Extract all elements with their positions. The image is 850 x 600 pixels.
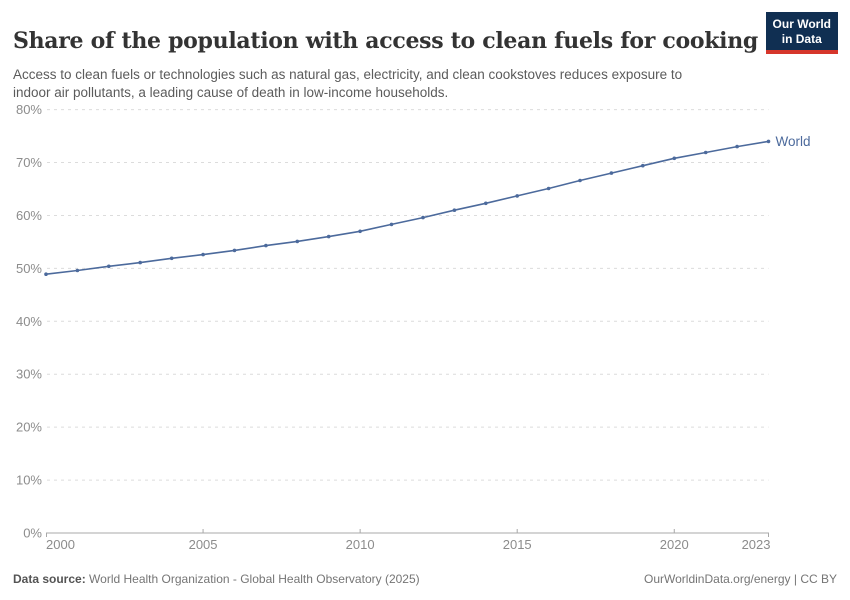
- data-point[interactable]: [138, 260, 142, 265]
- y-axis-tick-label: 50%: [16, 261, 42, 276]
- data-point[interactable]: [389, 222, 394, 227]
- data-point[interactable]: [546, 186, 551, 191]
- data-point[interactable]: [766, 139, 771, 144]
- y-axis-tick-label: 70%: [16, 155, 42, 170]
- series-label-world[interactable]: World: [776, 134, 811, 149]
- y-axis-tick-label: 10%: [16, 473, 42, 488]
- data-point[interactable]: [44, 272, 48, 276]
- data-point[interactable]: [326, 234, 331, 239]
- x-axis-tick-label: 2000: [46, 537, 75, 552]
- data-point[interactable]: [641, 163, 645, 168]
- data-point[interactable]: [264, 243, 268, 248]
- data-point[interactable]: [421, 215, 425, 220]
- x-axis-tick-label: 2023: [742, 537, 771, 552]
- footer: Data source: World Health Organization -…: [13, 572, 837, 586]
- chart-title: Share of the population with access to c…: [13, 27, 758, 54]
- data-point[interactable]: [232, 248, 237, 253]
- chart-subtitle-line2: indoor air pollutants, a leading cause o…: [13, 85, 449, 101]
- data-point[interactable]: [75, 268, 80, 273]
- owid-logo[interactable]: Our World in Data: [765, 12, 838, 55]
- data-point[interactable]: [735, 144, 739, 149]
- data-point[interactable]: [169, 256, 174, 261]
- y-axis-tick-label: 30%: [16, 367, 42, 382]
- data-source-text: World Health Organization - Global Healt…: [85, 572, 420, 586]
- data-point[interactable]: [201, 252, 205, 257]
- x-axis-tick-label: 2020: [660, 537, 689, 552]
- owid-logo-line2: in Data: [781, 31, 822, 46]
- data-point[interactable]: [578, 178, 582, 183]
- data-point[interactable]: [452, 208, 457, 212]
- data-point[interactable]: [484, 201, 488, 206]
- y-axis-tick-label: 60%: [16, 208, 42, 223]
- data-source-label: Data source:: [13, 572, 86, 586]
- y-axis-tick-label: 80%: [16, 102, 42, 117]
- x-axis-tick-label: 2010: [346, 537, 375, 552]
- x-axis-tick-label: 2015: [503, 537, 532, 552]
- line-chart[interactable]: 0% 10% 20% 30% 40% 50% 60% 70% 80% 2000 2005 2010 20…: [0, 95, 850, 565]
- y-axis-tick-label: 40%: [16, 314, 42, 329]
- data-point[interactable]: [358, 229, 362, 234]
- data-point[interactable]: [703, 150, 708, 155]
- world-line-series[interactable]: [45, 140, 769, 275]
- x-axis-tick-label: 2005: [189, 537, 218, 552]
- chart-area: 0% 10% 20% 30% 40% 50% 60% 70% 80% 2000 2005 2010 20…: [0, 95, 850, 570]
- chart-subtitle-line1: Access to clean fuels or technologies su…: [13, 66, 683, 82]
- y-axis-tick-label: 20%: [16, 420, 42, 435]
- data-point[interactable]: [609, 171, 614, 175]
- y-axis-tick-label: 0%: [23, 526, 42, 541]
- chart-subtitle: Access to clean fuels or technologies su…: [13, 66, 773, 104]
- data-point[interactable]: [107, 264, 111, 269]
- owid-logo-line1: Our World: [772, 17, 831, 31]
- data-point[interactable]: [672, 156, 677, 161]
- data-point[interactable]: [515, 194, 519, 198]
- data-source-note: Data source: World Health Organization -…: [13, 572, 420, 586]
- data-point[interactable]: [295, 239, 300, 244]
- owid-attribution-link[interactable]: OurWorldinData.org/energy | CC BY: [644, 572, 837, 586]
